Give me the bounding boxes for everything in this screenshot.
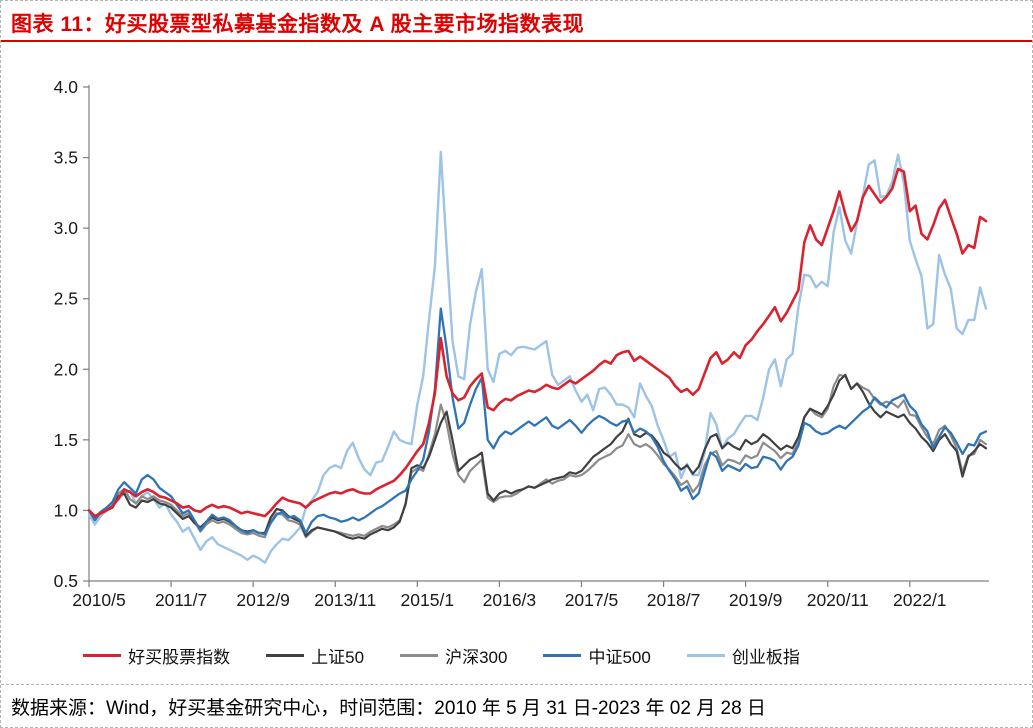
y-tick-label: 0.5 <box>54 571 78 591</box>
legend-item-沪深300: 沪深300 <box>400 643 507 668</box>
legend-swatch-icon <box>543 654 582 657</box>
legend-label: 上证50 <box>311 648 365 667</box>
y-tick-label: 2.5 <box>54 289 78 309</box>
x-tick-label: 2010/5 <box>72 590 126 610</box>
x-tick-label: 2018/7 <box>647 590 701 610</box>
legend-swatch-icon <box>400 654 439 657</box>
legend-label: 好买股票指数 <box>128 648 231 667</box>
legend-swatch-icon <box>266 654 305 657</box>
legend-label: 中证500 <box>588 648 651 667</box>
x-tick-label: 2019/9 <box>729 590 783 610</box>
y-tick-label: 1.5 <box>54 430 78 450</box>
x-tick-label: 2011/7 <box>155 590 207 610</box>
chart-legend: 好买股票指数 上证50 沪深300 中证500 创业板指 <box>1 643 1032 668</box>
legend-item-好买股票指数: 好买股票指数 <box>83 643 230 668</box>
y-tick-label: 3.0 <box>54 218 79 238</box>
x-tick-label: 2015/1 <box>401 590 455 610</box>
series-line-上证50 <box>87 373 988 540</box>
y-tick-label: 1.0 <box>54 500 79 520</box>
title-underline <box>1 40 1032 42</box>
series-line-中证500 <box>87 307 988 536</box>
legend-label: 沪深300 <box>445 648 508 667</box>
x-tick-label: 2013/11 <box>314 590 376 610</box>
legend-item-中证500: 中证500 <box>543 643 651 668</box>
series-line-创业板指 <box>87 150 988 564</box>
legend-item-创业板指: 创业板指 <box>686 643 800 668</box>
y-tick-label: 3.5 <box>54 148 78 168</box>
legend-label: 创业板指 <box>731 648 800 667</box>
x-tick-label: 2012/9 <box>236 590 290 610</box>
figure-title: 图表 11：好买股票型私募基金指数及 A 股主要市场指数表现 <box>11 13 585 36</box>
legend-swatch-icon <box>83 654 122 657</box>
x-tick-label: 2016/3 <box>483 590 537 610</box>
y-tick-label: 2.0 <box>54 359 79 379</box>
series-line-好买股票指数 <box>87 167 988 518</box>
legend-item-上证50: 上证50 <box>266 643 364 668</box>
legend-swatch-icon <box>686 654 725 657</box>
series-line-沪深300 <box>87 373 988 539</box>
y-tick-label: 4.0 <box>54 77 79 97</box>
x-tick-label: 2017/5 <box>565 590 619 610</box>
x-tick-label: 2022/1 <box>893 590 947 610</box>
data-source-note: 数据来源：Wind，好买基金研究中心，时间范围：2010 年 5 月 31 日-… <box>11 698 766 719</box>
footer-divider <box>1 684 1032 685</box>
x-tick-label: 2020/11 <box>807 590 869 610</box>
